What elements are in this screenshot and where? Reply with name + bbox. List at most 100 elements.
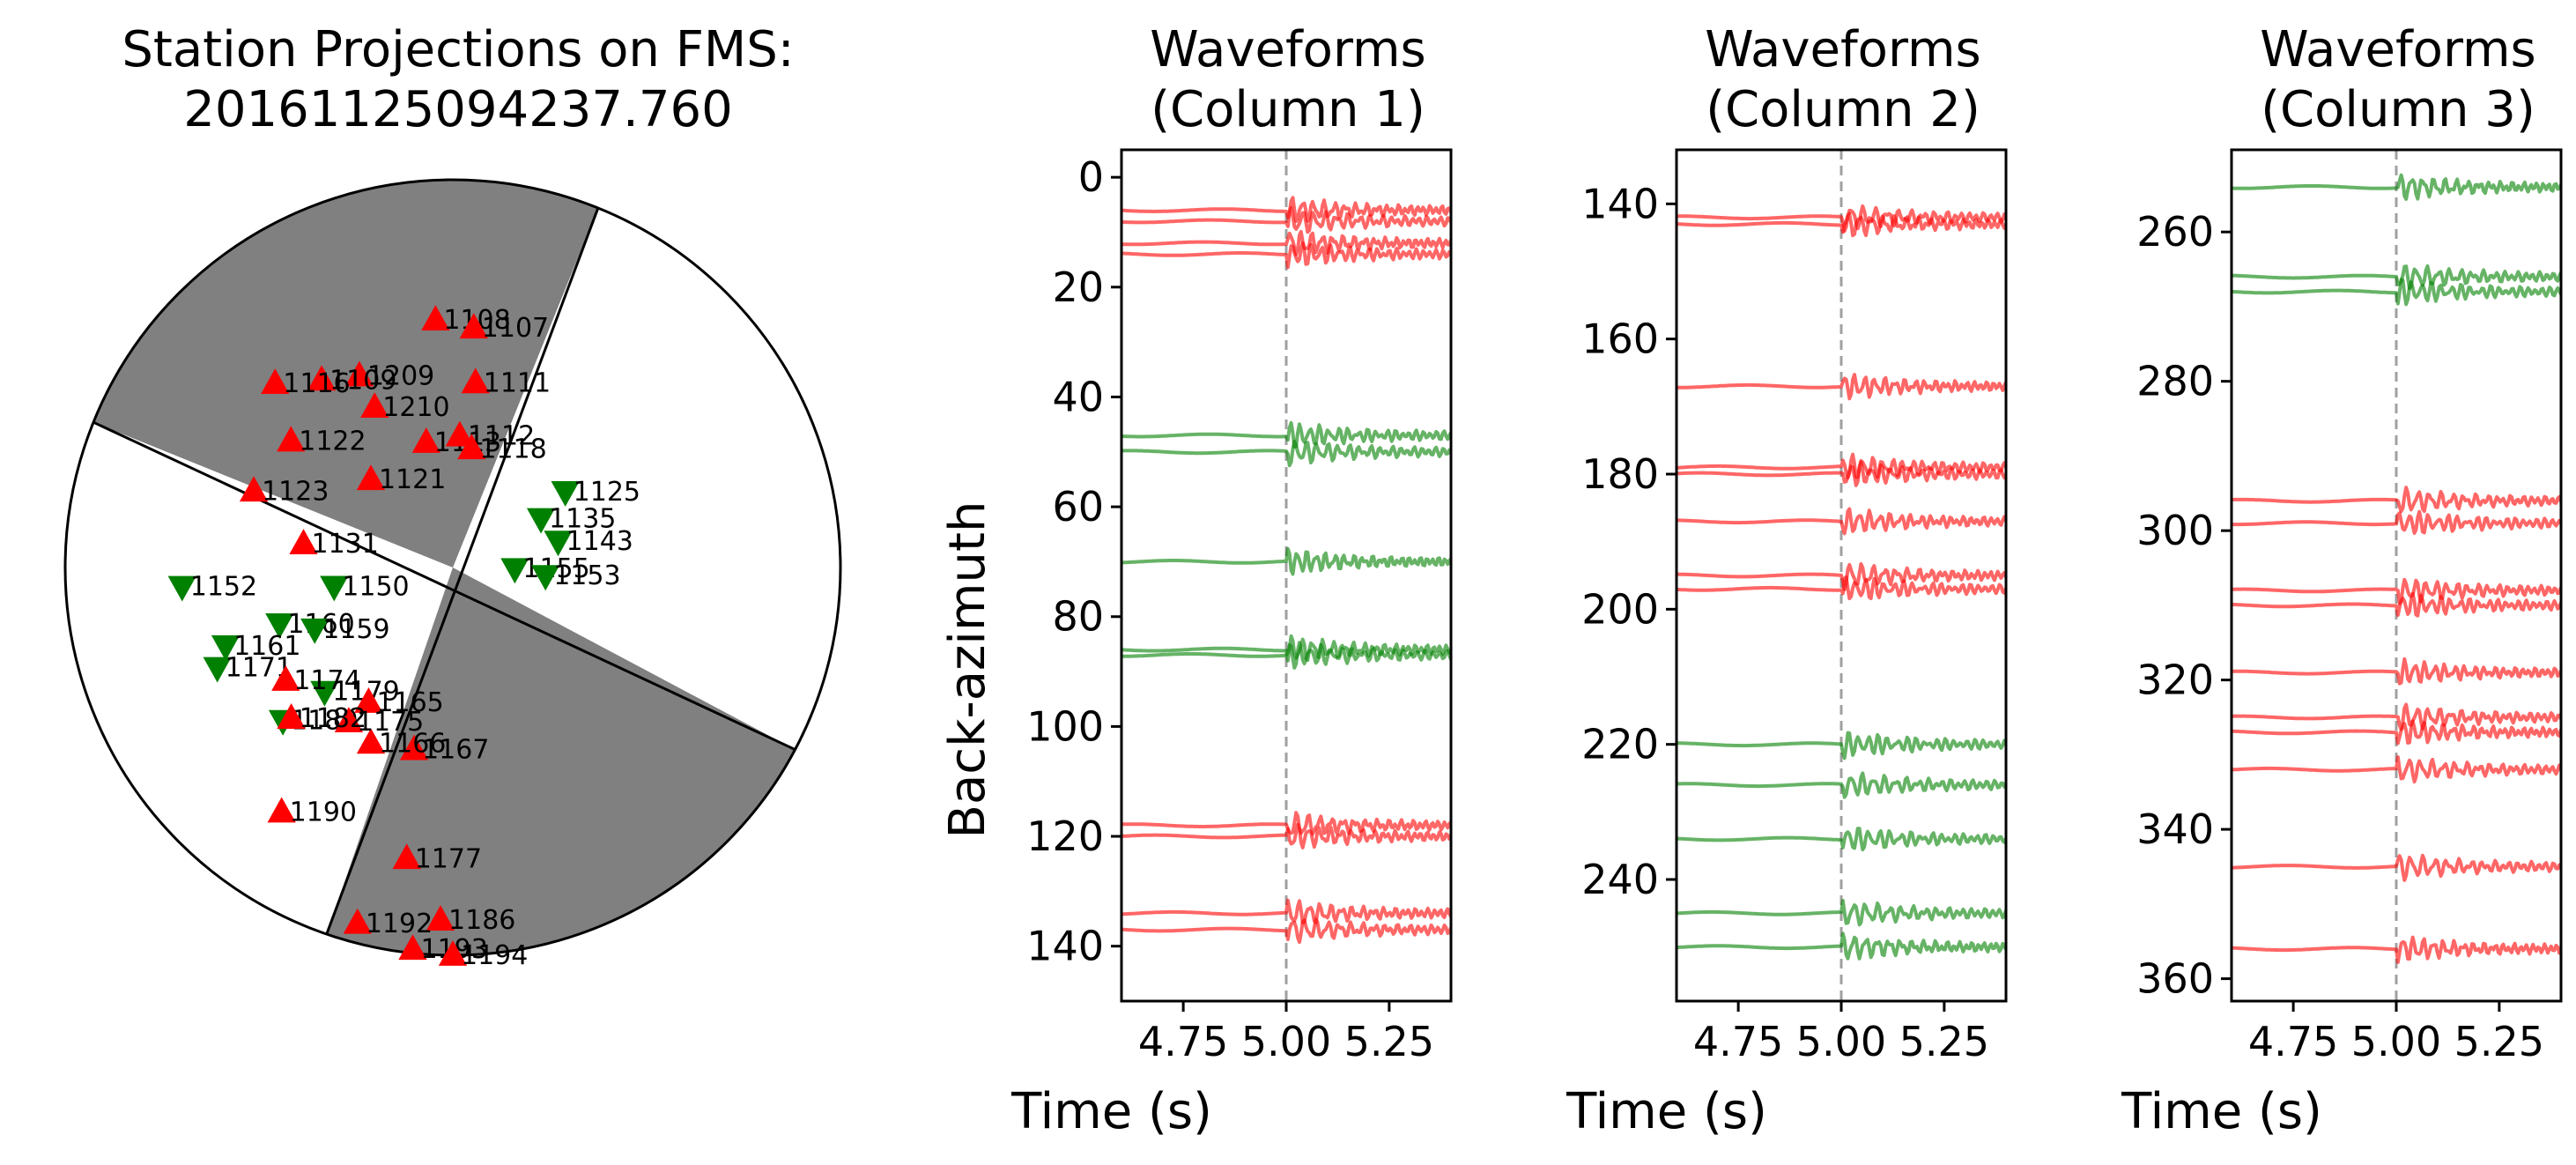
dilatation-marker — [167, 575, 196, 602]
plot-area — [2232, 150, 2561, 1001]
compression-marker — [360, 392, 389, 418]
panel-2-title: Waveforms — [1705, 21, 1980, 78]
compression-marker — [398, 934, 427, 961]
y-tick-label: 120 — [1026, 813, 1104, 860]
dilatation-marker — [300, 618, 329, 644]
waveform-trace-dilatation — [2232, 278, 2561, 307]
compression-marker — [461, 367, 490, 394]
station-label: 1135 — [549, 504, 616, 535]
compression-marker — [307, 365, 337, 391]
station-label: 1165 — [376, 687, 443, 718]
dilatation-marker — [500, 558, 529, 584]
waveform-trace-dilatation — [1121, 641, 1451, 670]
waveform-panel-2: Waveforms (Column 2) Time (s) 140 160 180 2… — [1566, 21, 2008, 1140]
panel-2-xlabel: Time (s) — [1566, 1083, 1767, 1140]
station-label: 1143 — [566, 526, 633, 557]
x-tick-label: 5.25 — [1899, 1018, 1989, 1065]
station-label: 1131 — [312, 529, 379, 560]
compression-marker — [277, 703, 306, 729]
compression-marker — [356, 464, 386, 491]
nodal-plane-1 — [325, 207, 600, 935]
x-tick-label: 4.75 — [1693, 1018, 1783, 1065]
x-tick-label: 4.75 — [1138, 1018, 1228, 1065]
panel-2-subtitle: (Column 2) — [1706, 81, 1980, 138]
x-tick-label: 5.00 — [1241, 1018, 1331, 1065]
panel-3-subtitle: (Column 3) — [2261, 81, 2535, 138]
compression-marker — [271, 664, 300, 691]
station-label: 1210 — [382, 392, 449, 423]
station-label: 1153 — [553, 560, 620, 591]
compression-marker — [239, 476, 269, 502]
panel-1-ylabel: Back-azimuth — [939, 501, 996, 839]
waveform-trace-dilatation — [2232, 264, 2561, 291]
waveform-trace-dilatation — [1121, 439, 1451, 468]
station-label: 1111 — [484, 367, 551, 398]
compression-marker — [344, 360, 374, 387]
y-tick-label: 180 — [1581, 450, 1659, 498]
compression-marker — [438, 940, 468, 966]
waveform-trace-compression — [2232, 591, 2561, 618]
waveform-trace-dilatation — [1677, 899, 2006, 927]
x-tick-label: 5.25 — [1344, 1018, 1434, 1065]
compression-marker — [426, 905, 455, 931]
waveform-trace-compression — [2232, 577, 2561, 605]
dilatation-marker — [531, 565, 560, 591]
dilatation-marker — [203, 657, 232, 683]
nodal-plane-2 — [93, 420, 796, 751]
x-tick-label: 5.00 — [1796, 1018, 1886, 1065]
waveform-trace-compression — [2232, 719, 2561, 746]
station-label: 1121 — [379, 464, 446, 495]
y-tick-label: 20 — [1052, 263, 1104, 311]
panel-1-xlabel: Time (s) — [1010, 1083, 1212, 1140]
compression-marker — [445, 420, 474, 447]
y-tick-label: 140 — [1581, 180, 1659, 227]
compression-marker — [411, 427, 440, 453]
station-label: 1209 — [367, 360, 434, 391]
dilatation-marker — [544, 531, 573, 557]
waveform-trace-compression — [1121, 811, 1451, 836]
station-label: 1167 — [422, 735, 489, 766]
x-tick-label: 4.75 — [2248, 1018, 2338, 1065]
station-label: 1177 — [415, 843, 482, 874]
beachball-focal-mechanism — [63, 178, 842, 957]
waveform-trace-compression — [1677, 373, 2006, 401]
compression-marker — [399, 734, 429, 761]
station-label: 1182 — [300, 703, 366, 734]
station-label: 1152 — [190, 571, 257, 602]
dilatation-marker — [310, 680, 339, 707]
waveform-trace-compression — [2232, 509, 2561, 535]
station-markers: 1209110811071111110912101116111311121118… — [167, 305, 640, 971]
waveform-trace-compression — [2232, 657, 2561, 686]
compression-marker — [334, 707, 364, 732]
station-label: 1174 — [293, 665, 360, 696]
waveform-trace-compression — [1121, 205, 1451, 234]
y-tick-label: 140 — [1026, 923, 1104, 970]
panel-1-subtitle: (Column 1) — [1151, 81, 1425, 138]
y-tick-label: 80 — [1052, 593, 1104, 641]
waveform-trace-dilatation — [1121, 420, 1451, 449]
waveform-panel-3: Waveforms (Column 3) Time (s) 260 280 300 3… — [2121, 21, 2563, 1140]
beachball-lower-shaded-sector — [326, 568, 796, 955]
y-tick-label: 220 — [1581, 721, 1659, 768]
waveform-trace-compression — [1677, 575, 2006, 601]
y-tick-label: 340 — [2136, 805, 2214, 853]
waveform-trace-compression — [2232, 755, 2561, 784]
waveform-trace-compression — [1121, 898, 1451, 925]
compression-marker — [261, 368, 290, 395]
station-label: 1159 — [322, 614, 389, 645]
compression-marker — [343, 908, 372, 934]
compression-marker — [277, 426, 306, 452]
beachball-upper-shaded-sector — [93, 179, 598, 568]
compression-marker — [392, 843, 421, 870]
station-label: 1150 — [342, 571, 409, 602]
panel-3-xlabel: Time (s) — [2121, 1083, 2322, 1140]
station-label: 1122 — [299, 426, 366, 456]
waveform-trace-compression — [2232, 702, 2561, 731]
compression-marker — [356, 728, 386, 754]
x-tick-label: 5.00 — [2351, 1018, 2441, 1065]
beachball-panel: Station Projections on FMS: 201611250942… — [63, 21, 842, 971]
waveform-trace-compression — [1121, 822, 1451, 850]
waveform-trace-compression — [2232, 935, 2561, 964]
dilatation-marker — [526, 508, 556, 534]
waveform-trace-dilatation — [1677, 771, 2006, 799]
